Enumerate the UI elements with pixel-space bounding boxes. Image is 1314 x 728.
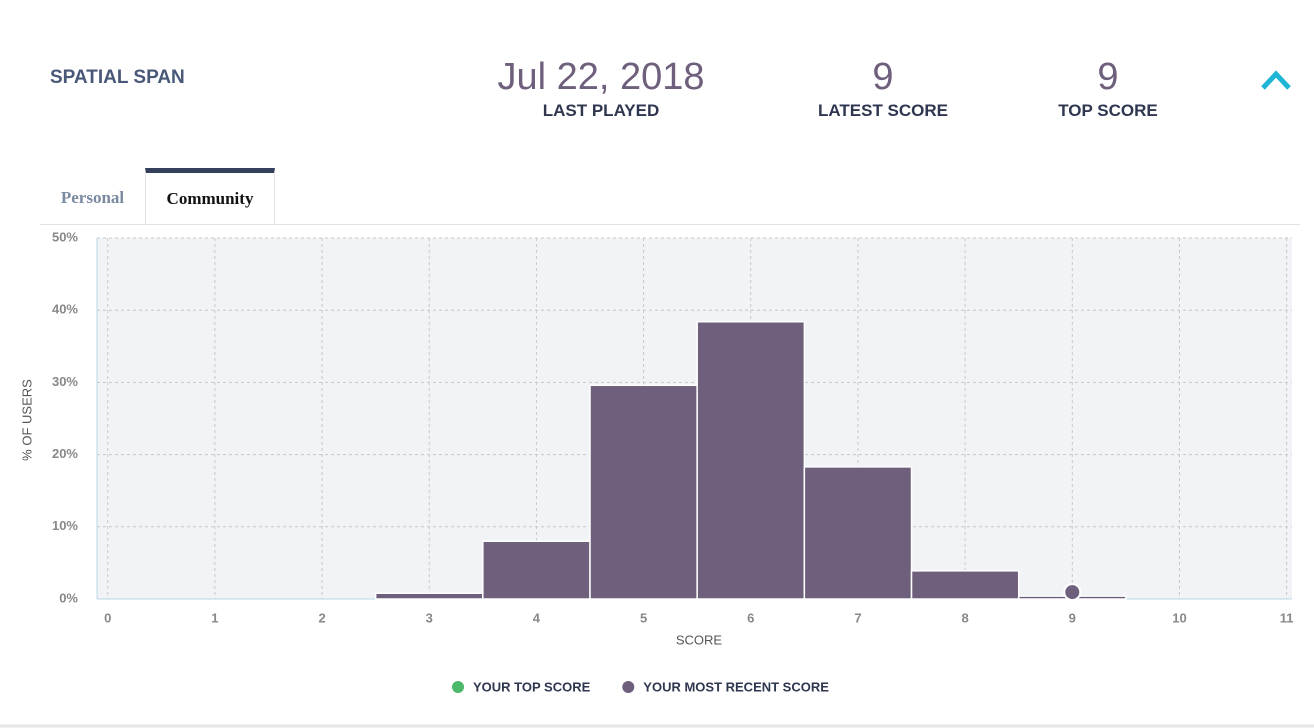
x-tick-label: 10: [1172, 610, 1186, 625]
x-tick-label: 5: [640, 610, 647, 625]
histogram-bar: [482, 540, 591, 600]
x-tick-label: 4: [533, 610, 541, 625]
y-tick-label: 0%: [59, 590, 78, 605]
histogram-bar: [910, 570, 1020, 600]
x-tick-label: 3: [426, 610, 433, 625]
stat-label: LATEST SCORE: [817, 101, 949, 120]
x-tick-label: 0: [104, 610, 111, 625]
x-axis-label: SCORE: [676, 632, 723, 647]
legend-swatch: [452, 681, 464, 693]
y-axis-label: % OF USERS: [19, 379, 34, 461]
histogram-bar: [374, 592, 484, 600]
y-tick-label: 20%: [52, 446, 78, 461]
legend-label: YOUR TOP SCORE: [473, 679, 591, 694]
y-tick-label: 30%: [52, 374, 78, 389]
histogram-bar: [803, 466, 913, 600]
legend-swatch: [622, 681, 635, 693]
tab-rule: [40, 224, 1300, 225]
tab[interactable]: Personal: [60, 188, 125, 207]
x-tick-label: 9: [1069, 610, 1076, 625]
histogram-bar: [696, 321, 806, 600]
y-tick-label: 50%: [52, 229, 78, 244]
x-tick-label: 1: [211, 610, 218, 625]
game-title: SPATIAL SPAN: [50, 67, 185, 88]
stat-value: 9: [872, 56, 894, 98]
stat-label: LAST PLAYED: [542, 101, 660, 120]
y-tick-label: 40%: [52, 302, 78, 317]
recent-score-marker: [1063, 583, 1082, 602]
stat-value: 9: [1097, 56, 1119, 98]
x-tick-label: 8: [961, 610, 968, 625]
stat: 9 TOP SCORE: [988, 56, 1228, 121]
x-tick-label: 7: [854, 610, 861, 625]
y-tick-label: 10%: [52, 518, 78, 533]
x-tick-label: 2: [318, 610, 325, 625]
collapse-icon[interactable]: [1261, 70, 1291, 90]
stat: Jul 22, 2018 LAST PLAYED: [481, 56, 721, 121]
x-tick-label: 6: [747, 610, 754, 625]
x-tick-label: 11: [1280, 610, 1294, 625]
stat-value: Jul 22, 2018: [497, 56, 705, 98]
legend-label: YOUR MOST RECENT SCORE: [643, 679, 829, 694]
histogram-bar: [589, 384, 698, 600]
stat: 9 LATEST SCORE: [763, 56, 1003, 121]
tab-active[interactable]: Community: [145, 168, 275, 224]
stat-label: TOP SCORE: [1058, 101, 1158, 120]
